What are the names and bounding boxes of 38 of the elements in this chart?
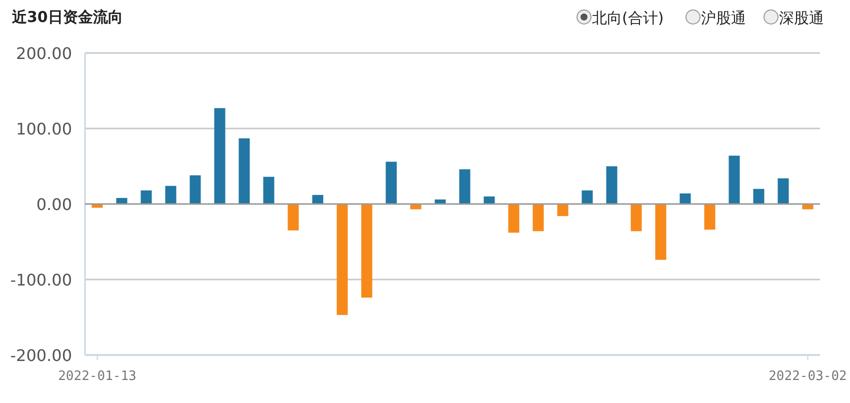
bar xyxy=(165,186,176,204)
x-tick-label: 2022-01-13 xyxy=(58,369,136,384)
bar xyxy=(263,176,274,204)
bar xyxy=(557,204,568,216)
bar xyxy=(680,193,691,204)
y-tick-label: 0.00 xyxy=(36,195,72,214)
text: 北向(合计) xyxy=(592,9,664,27)
bar xyxy=(459,169,470,204)
bar xyxy=(336,204,348,315)
bar xyxy=(704,204,716,230)
bar xyxy=(288,204,299,230)
bar xyxy=(753,188,764,204)
y-tick-label: 100.00 xyxy=(16,120,72,138)
bar xyxy=(386,162,397,204)
bar xyxy=(312,194,324,204)
bar xyxy=(484,196,495,204)
bar xyxy=(214,108,226,204)
bar xyxy=(238,138,250,204)
text: 深股通 xyxy=(779,9,824,27)
bar xyxy=(655,204,666,260)
bar xyxy=(508,204,520,233)
x-tick-label: 2022-03-02 xyxy=(768,369,847,384)
bar xyxy=(190,175,201,204)
bar xyxy=(116,198,128,204)
bar xyxy=(532,204,544,232)
bar xyxy=(361,204,372,298)
bar xyxy=(140,190,152,204)
bar xyxy=(582,190,593,204)
y-tick-label: -200.00 xyxy=(10,346,72,365)
y-tick-label: -100.00 xyxy=(10,270,72,290)
bar xyxy=(434,199,446,204)
bar xyxy=(630,204,642,232)
y-tick-label: 200.00 xyxy=(16,44,72,63)
bar xyxy=(778,178,789,204)
bar xyxy=(606,166,618,204)
text: 沪股通 xyxy=(701,9,746,27)
bar xyxy=(728,156,740,204)
chart-title: 近30日资金流向 xyxy=(11,8,123,26)
